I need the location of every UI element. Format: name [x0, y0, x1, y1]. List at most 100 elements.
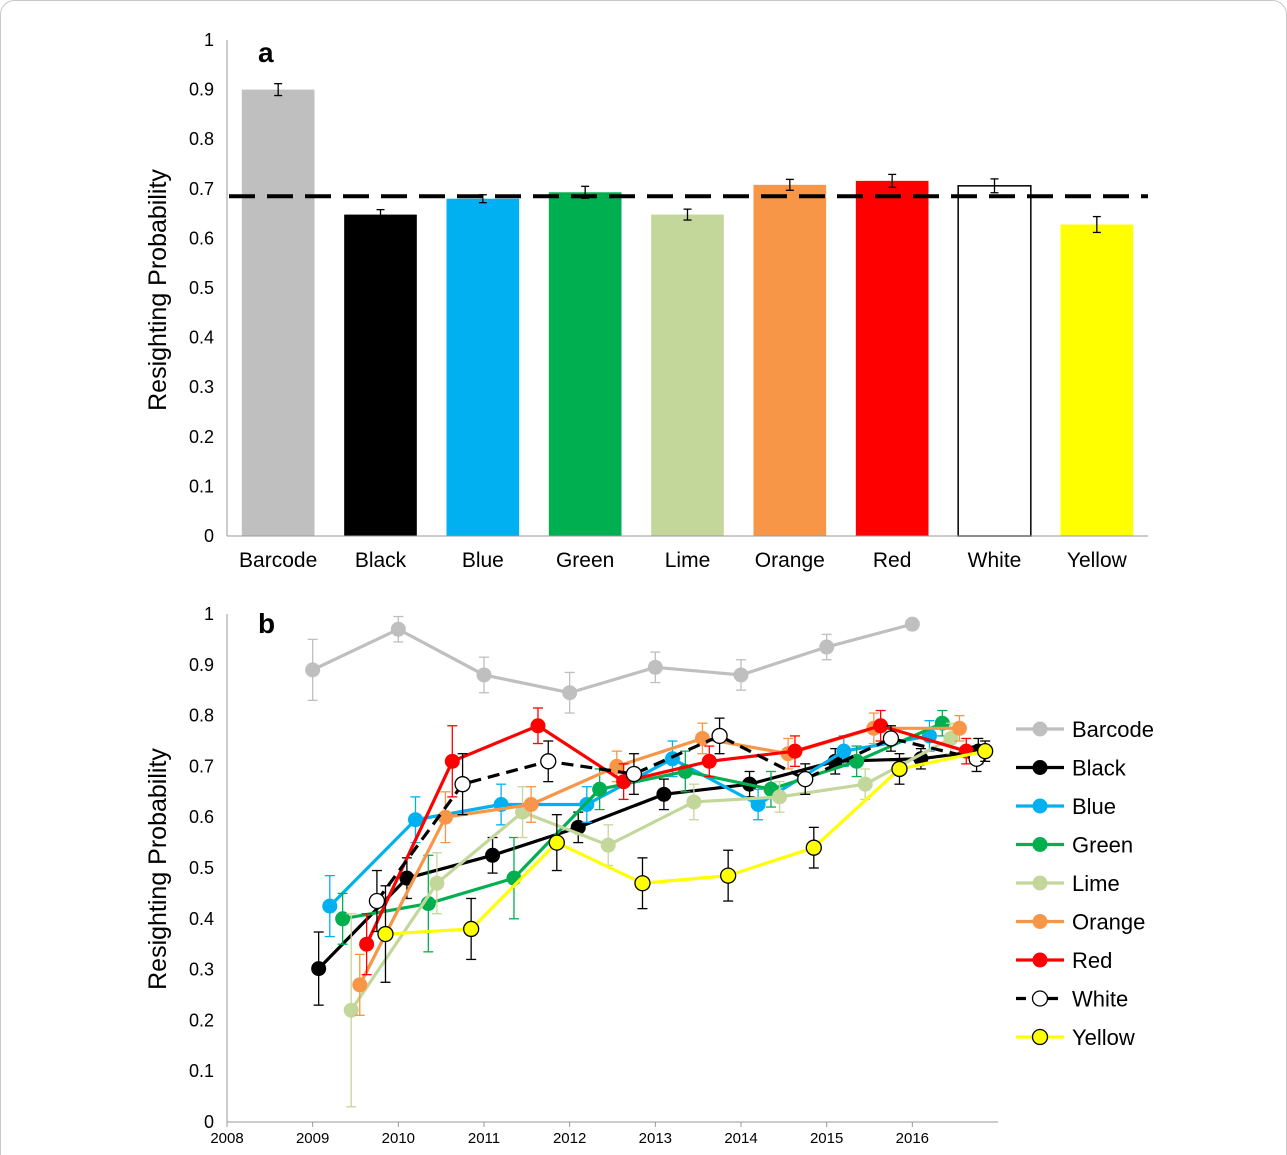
- error-bar-black: [376, 208, 385, 221]
- point-white: [711, 727, 728, 745]
- series-line-green: [342, 721, 943, 921]
- point-orange: [352, 977, 368, 993]
- panel-b-y-tick-label: 0.4: [189, 909, 214, 929]
- point-green: [335, 911, 351, 927]
- legend-item-black: Black: [1016, 756, 1127, 781]
- legend-marker-blue: [1032, 798, 1048, 814]
- point-orange: [694, 730, 710, 746]
- legend-item-yellow: Yellow: [1016, 1025, 1135, 1050]
- panel-b-y-tick-label: 0.9: [189, 655, 214, 675]
- bar-white: [957, 185, 1032, 537]
- legend-item-barcode: Barcode: [1016, 717, 1154, 742]
- legend-label-lime: Lime: [1072, 871, 1120, 896]
- panel-b-x-tick-label: 2014: [724, 1130, 757, 1147]
- point-red: [444, 753, 460, 769]
- panel-a-y-ticks: 0 0.1 0.2 0.3 0.4 0.5 0.6 0.7 0.8 0.9 1: [189, 30, 214, 546]
- category-label-red: Red: [873, 549, 912, 572]
- point-barcode: [476, 667, 492, 683]
- error-bar-lime: [683, 208, 692, 221]
- point-yellow: [377, 925, 394, 943]
- panel-b-y-tick-label: 0.8: [189, 706, 214, 726]
- point-red: [787, 743, 803, 759]
- panel-b-x-tick-label: 2012: [553, 1130, 586, 1147]
- legend-label-blue: Blue: [1072, 794, 1116, 819]
- panel-b-y-tick-label: 0.6: [189, 807, 214, 827]
- point-white: [797, 770, 814, 788]
- point-red: [530, 718, 546, 734]
- panel-a-y-tick-label: 0.4: [189, 328, 214, 348]
- series-line-red: [365, 724, 967, 945]
- point-lime: [600, 837, 616, 853]
- panel-b-y-tick-label: 0.2: [189, 1010, 214, 1030]
- legend-label-barcode: Barcode: [1072, 717, 1154, 742]
- panel-b-y-tick-label: 0.1: [189, 1061, 214, 1081]
- legend-label-orange: Orange: [1072, 910, 1145, 935]
- category-label-black: Black: [355, 549, 407, 572]
- panel-b-y-axis-title: Resighting Probability: [144, 748, 172, 990]
- point-yellow: [805, 839, 822, 856]
- legend-item-lime: Lime: [1016, 871, 1120, 896]
- panel-b-y-ticks: 0 0.1 0.2 0.3 0.4 0.5 0.6 0.7 0.8 0.9 1: [189, 604, 214, 1132]
- point-white: [540, 753, 557, 770]
- legend-marker-barcode: [1032, 721, 1048, 737]
- legend-marker-yellow: [1031, 1028, 1049, 1046]
- error-bar-orange: [785, 178, 794, 191]
- point-blue: [750, 797, 766, 812]
- point-orange: [609, 758, 625, 774]
- error-bar-red: [888, 173, 897, 188]
- point-orange: [437, 809, 453, 825]
- panel-a-chart: a Resighting Probability 0 0.1 0.2 0.3 0.4 0.…: [144, 30, 1148, 572]
- panel-b-x-tick-label: 2015: [810, 1130, 843, 1147]
- error-bar-white: [990, 178, 999, 194]
- panel-a-category-labels: Barcode Black Blue Green Lime Orange Red White Y…: [239, 549, 1128, 572]
- panel-b-x-ticks: 2008 2009 2010 2011 2012 2013 2014 2015 2016: [210, 1122, 929, 1147]
- point-lime: [857, 776, 873, 792]
- point-barcode: [819, 639, 835, 655]
- point-white: [625, 765, 643, 783]
- point-lime: [772, 789, 788, 805]
- point-white: [454, 776, 471, 793]
- legend-marker-red: [1032, 952, 1048, 968]
- panel-b-series: [305, 615, 994, 1108]
- panel-b-y-tick-label: 0.7: [189, 756, 214, 776]
- panel-b-y-tick-label: 0: [204, 1112, 214, 1132]
- bar-blue: [446, 198, 520, 536]
- point-black: [311, 961, 327, 977]
- legend-item-orange: Orange: [1016, 910, 1145, 935]
- point-barcode: [647, 659, 663, 675]
- series-green: [335, 709, 950, 953]
- series-barcode: [305, 615, 920, 714]
- panel-a-y-tick-label: 0.2: [189, 427, 214, 447]
- point-red: [359, 936, 375, 952]
- legend-label-green: Green: [1072, 833, 1133, 858]
- point-blue: [836, 743, 852, 759]
- panel-b-chart: b Resighting Probability 0 0.1 0.2 0.3 0.4 0.…: [144, 604, 1154, 1147]
- panel-a-y-tick-label: 0.1: [189, 476, 214, 496]
- panel-a-y-tick-label: 0.8: [189, 129, 214, 149]
- panel-a-y-tick-label: 0: [204, 526, 214, 546]
- series-line-lime: [349, 737, 952, 1012]
- point-yellow: [977, 743, 994, 760]
- point-yellow: [634, 875, 651, 892]
- category-label-yellow: Yellow: [1067, 549, 1128, 572]
- bar-green: [548, 192, 622, 536]
- point-blue: [322, 898, 338, 914]
- legend-item-blue: Blue: [1016, 794, 1116, 819]
- panel-a-y-tick-label: 0.9: [189, 80, 214, 100]
- point-yellow: [462, 920, 480, 938]
- point-white: [882, 730, 900, 747]
- point-black: [656, 786, 672, 802]
- category-label-barcode: Barcode: [239, 549, 317, 572]
- point-lime: [429, 875, 445, 891]
- point-barcode: [390, 621, 406, 637]
- category-label-blue: Blue: [462, 549, 504, 572]
- panel-b-y-tick-label: 0.3: [189, 960, 214, 980]
- point-white: [368, 892, 386, 910]
- bar-yellow: [1060, 224, 1134, 536]
- point-red: [701, 753, 717, 769]
- category-label-orange: Orange: [755, 549, 825, 572]
- bar-red: [855, 180, 929, 536]
- legend-item-green: Green: [1016, 833, 1133, 858]
- point-blue: [407, 812, 423, 828]
